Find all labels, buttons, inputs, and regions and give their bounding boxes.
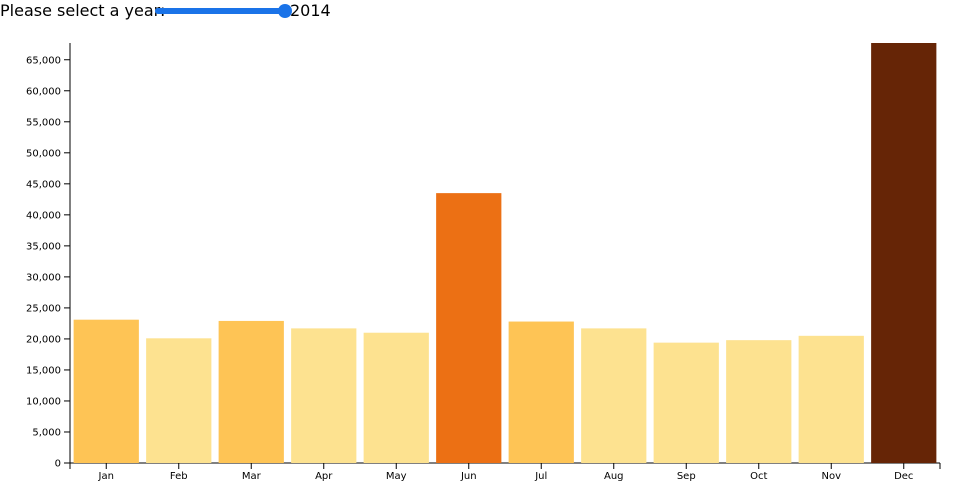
bar-may[interactable] xyxy=(363,332,429,463)
bar-aug[interactable] xyxy=(581,328,647,463)
bar-sep[interactable] xyxy=(653,342,719,463)
y-tick-label: 55,000 xyxy=(26,117,61,128)
x-tick-label: Sep xyxy=(677,471,696,482)
y-tick-label: 60,000 xyxy=(26,86,61,97)
bar-feb[interactable] xyxy=(146,338,212,463)
x-tick-label: Jan xyxy=(98,471,114,482)
y-tick-label: 5,000 xyxy=(32,427,61,438)
bars xyxy=(73,43,937,463)
bar-jul[interactable] xyxy=(508,321,574,463)
y-tick-label: 50,000 xyxy=(26,148,61,159)
y-tick-label: 10,000 xyxy=(26,396,61,407)
bar-dec[interactable] xyxy=(871,43,937,463)
x-tick-label: Dec xyxy=(894,471,913,482)
x-tick-label: Nov xyxy=(821,471,841,482)
year-slider-thumb[interactable] xyxy=(278,4,292,18)
year-slider[interactable] xyxy=(155,4,292,18)
x-tick-label: Oct xyxy=(750,471,767,482)
year-value: 2014 xyxy=(290,1,331,20)
y-tick-label: 65,000 xyxy=(26,55,61,66)
bar-nov[interactable] xyxy=(798,335,864,463)
x-tick-label: Apr xyxy=(315,471,333,482)
y-tick-label: 30,000 xyxy=(26,272,61,283)
y-tick-label: 35,000 xyxy=(26,241,61,252)
x-tick-label: Jul xyxy=(534,471,547,482)
y-tick-label: 45,000 xyxy=(26,179,61,190)
x-tick-label: Mar xyxy=(242,471,262,482)
year-slider-fill xyxy=(155,8,285,14)
y-tick-label: 0 xyxy=(55,459,61,470)
y-tick-label: 15,000 xyxy=(26,365,61,376)
y-tick-label: 25,000 xyxy=(26,303,61,314)
x-axis: Jan Feb Mar Apr May Jun Jul Aug Sep Oct Nov Dec xyxy=(69,462,941,482)
year-controls: Please select a year: 2014 xyxy=(0,0,960,26)
bar-jan[interactable] xyxy=(73,319,139,463)
y-tick-label: 40,000 xyxy=(26,210,61,221)
bar-apr[interactable] xyxy=(291,328,357,463)
y-axis: 0 5,000 10,000 15,000 20,000 25,000 30,000 35,0… xyxy=(26,43,71,470)
x-tick-label: Aug xyxy=(604,471,624,482)
year-select-label: Please select a year: xyxy=(0,1,166,20)
y-tick-label: 20,000 xyxy=(26,334,61,345)
bar-jun[interactable] xyxy=(436,193,502,463)
x-tick-label: May xyxy=(386,471,407,482)
bar-oct[interactable] xyxy=(726,340,792,463)
x-tick-label: Jun xyxy=(460,471,477,482)
bar-mar[interactable] xyxy=(218,320,284,463)
x-tick-label: Feb xyxy=(170,471,188,482)
